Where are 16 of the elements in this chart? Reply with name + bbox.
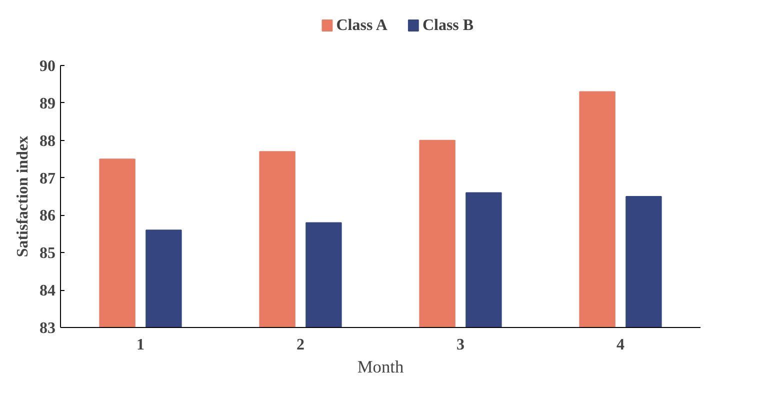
x-tick-label: 2 (296, 336, 304, 354)
x-axis-title: Month (357, 358, 404, 376)
y-tick-label: 83 (40, 320, 56, 337)
legend-label: Class B (422, 17, 474, 34)
y-tick-label: 88 (40, 132, 56, 150)
x-tick-label: 1 (136, 336, 144, 354)
legend-label: Class A (336, 17, 388, 34)
x-tick-label: 3 (456, 336, 464, 354)
y-tick-label: 90 (40, 58, 56, 75)
y-tick-label: 89 (40, 95, 56, 112)
y-tick-label: 84 (40, 282, 56, 300)
y-axis-title: Satisfaction index (14, 136, 32, 258)
y-tick-label: 86 (40, 208, 56, 225)
y-tick-label: 87 (40, 170, 56, 188)
y-tick-label: 85 (40, 245, 56, 262)
x-tick-label: 4 (616, 336, 624, 354)
